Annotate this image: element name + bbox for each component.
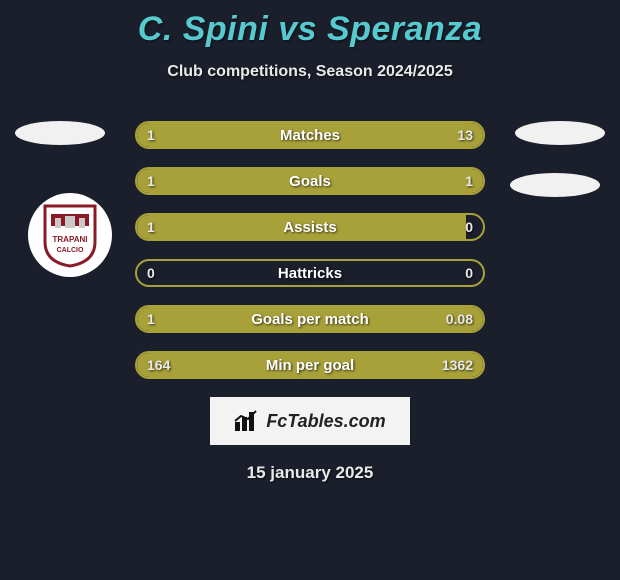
stat-bars: 113Matches 11Goals 10Assists 00Hattricks 10.… (135, 121, 485, 379)
stat-label: Assists (137, 219, 483, 236)
player-photo-left-placeholder (15, 121, 105, 145)
stat-row: 11Goals (135, 167, 485, 195)
bar-chart-icon (234, 410, 260, 432)
club-badge-left: TRAPANI CALCIO (28, 193, 112, 277)
stat-label: Hattricks (137, 265, 483, 282)
stat-row: 00Hattricks (135, 259, 485, 287)
stat-label: Min per goal (137, 357, 483, 374)
player-photo-right-placeholder (515, 121, 605, 145)
page-title: C. Spini vs Speranza (0, 0, 620, 49)
stat-row: 1641362Min per goal (135, 351, 485, 379)
comparison-stage: TRAPANI CALCIO 113Matches 11Goals 10Assist… (0, 121, 620, 379)
stat-label: Goals (137, 173, 483, 190)
stat-row: 10Assists (135, 213, 485, 241)
trapani-shield-icon: TRAPANI CALCIO (41, 202, 99, 268)
badge-text-bottom: CALCIO (57, 247, 84, 254)
badge-text-top: TRAPANI (53, 235, 88, 244)
watermark-text: FcTables.com (266, 411, 385, 432)
fctables-watermark: FcTables.com (210, 397, 410, 445)
stat-label: Matches (137, 127, 483, 144)
club-badge-right-placeholder (510, 173, 600, 197)
stat-label: Goals per match (137, 311, 483, 328)
snapshot-date: 15 january 2025 (0, 463, 620, 483)
stat-row: 113Matches (135, 121, 485, 149)
stat-row: 10.08Goals per match (135, 305, 485, 333)
page-subtitle: Club competitions, Season 2024/2025 (0, 63, 620, 81)
